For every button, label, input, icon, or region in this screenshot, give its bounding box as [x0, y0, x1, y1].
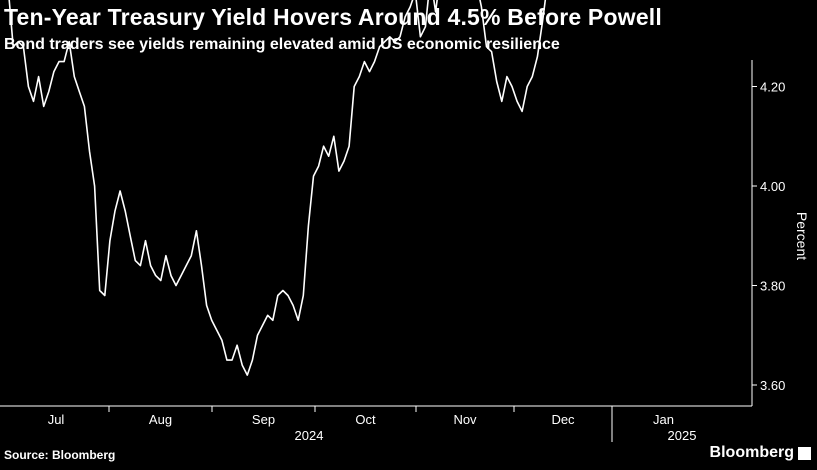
y-tick-label: 4.00: [760, 179, 785, 194]
x-tick-label: Aug: [149, 412, 172, 427]
series-group: [8, 0, 547, 376]
year-label: 2025: [668, 428, 697, 443]
x-axis: Jul Aug Sep Oct Nov Dec Jan 2024 2025: [0, 405, 752, 443]
chart-title: Ten-Year Treasury Yield Hovers Around 4.…: [4, 4, 662, 30]
year-label: 2024: [295, 428, 324, 443]
yield-series-line: [8, 0, 547, 376]
bloomberg-logo-icon: [798, 446, 811, 460]
y-axis: 4.804.604.404.204.003.803.60: [751, 60, 785, 406]
x-tick-label: Sep: [252, 412, 275, 427]
x-tick-label: Dec: [551, 412, 575, 427]
chart-subtitle: Bond traders see yields remaining elevat…: [4, 36, 560, 53]
source-note: Source: Bloomberg: [4, 448, 116, 462]
y-axis-label: Percent: [794, 212, 810, 260]
y-tick-label: 3.80: [760, 279, 785, 294]
x-tick-label: Jan: [653, 412, 674, 427]
brand-logo: Bloomberg: [710, 444, 811, 462]
brand-name: Bloomberg: [709, 444, 794, 461]
x-tick-label: Jul: [48, 412, 65, 427]
y-tick-label: 4.20: [760, 80, 785, 95]
x-tick-label: Nov: [453, 412, 477, 427]
y-tick-label: 3.60: [760, 378, 785, 393]
x-tick-label: Oct: [355, 412, 376, 427]
